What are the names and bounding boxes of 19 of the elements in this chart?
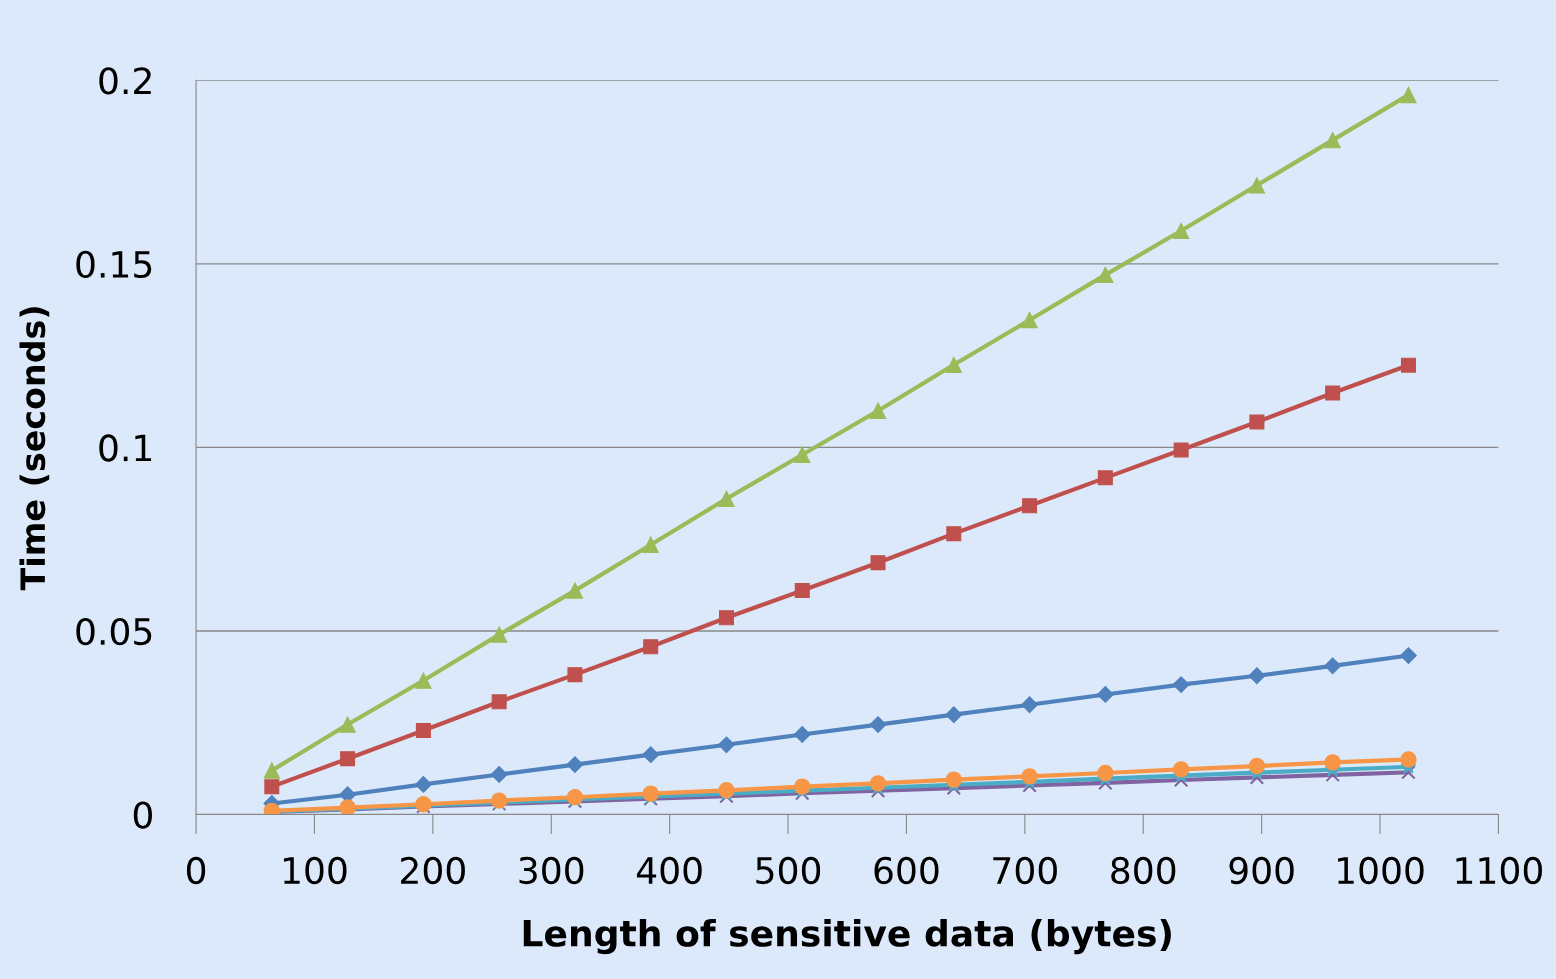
y-tick-label: 0.15: [76, 250, 152, 279]
x-tick-label: 700: [993, 856, 1057, 885]
y-axis-title: Time (seconds): [19, 307, 50, 591]
x-tick-label: 400: [636, 856, 702, 885]
x-tick-label: 900: [1229, 856, 1294, 885]
y-tick-label: 0.05: [76, 617, 152, 646]
x-tick-label: 600: [874, 856, 939, 885]
x-tick-label: 1000: [1338, 856, 1424, 885]
x-tick-label: 800: [1111, 856, 1176, 885]
x-tick-label: 0: [186, 856, 206, 885]
x-tick-label: 1100: [1456, 856, 1542, 885]
x-tick-label: 300: [519, 856, 584, 885]
x-tick-label: 200: [401, 856, 465, 885]
x-tick-label: 100: [283, 856, 347, 885]
y-tick-label: 0: [133, 801, 152, 829]
x-axis-title: Length of sensitive data (bytes): [523, 918, 1171, 955]
y-tick-label: 0.2: [99, 67, 151, 95]
y-tick-label: 0.1: [99, 434, 152, 462]
x-tick-label: 500: [756, 856, 821, 885]
